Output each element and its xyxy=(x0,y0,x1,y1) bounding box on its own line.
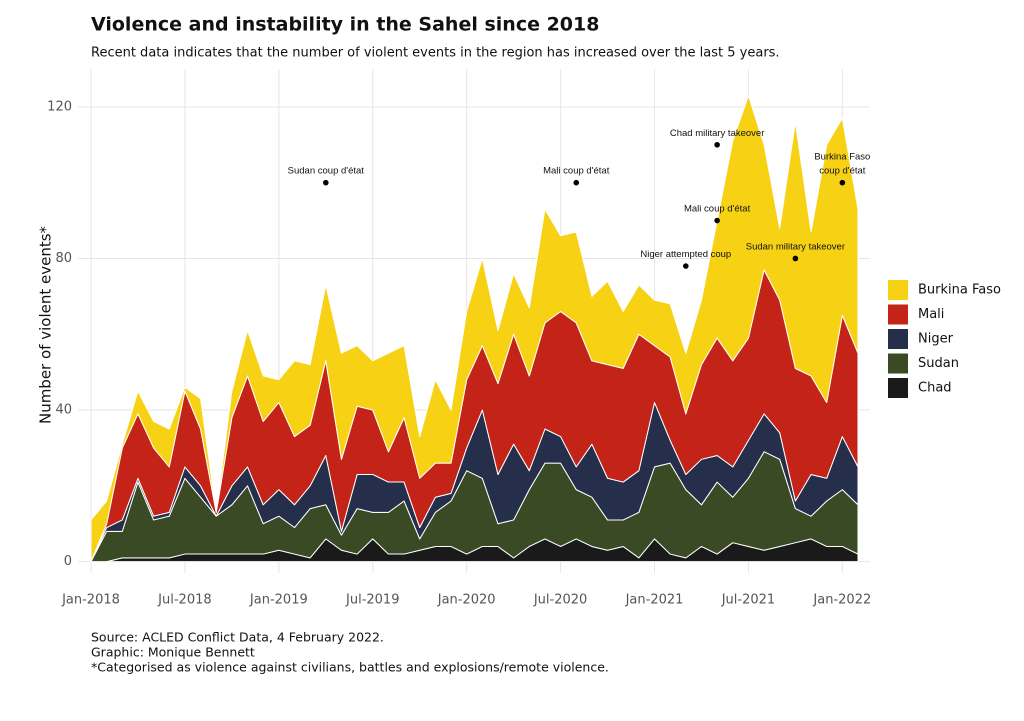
x-tick-label: Jan-2019 xyxy=(249,593,308,608)
y-tick-label: 80 xyxy=(55,251,72,266)
annotation-point xyxy=(839,179,846,186)
legend: Burkina Faso Mali Niger Sudan Chad xyxy=(888,280,1001,398)
x-tick-label: Jan-2018 xyxy=(61,593,120,608)
annotation-label: Mali coup d'état xyxy=(543,165,610,176)
y-tick-label: 0 xyxy=(64,554,72,569)
annotation-label: Chad military takeover xyxy=(670,127,765,138)
area xyxy=(90,95,859,563)
chart-subtitle: Recent data indicates that the number of… xyxy=(91,46,780,61)
x-tick-label: Jul-2020 xyxy=(533,593,587,608)
x-tick-label: Jan-2021 xyxy=(625,593,684,608)
legend-swatch xyxy=(888,280,908,300)
annotation-point xyxy=(714,141,720,148)
x-tick-label: Jul-2021 xyxy=(721,593,775,608)
annotation-label: Mali coup d'état xyxy=(684,203,751,214)
x-tick-label: Jan-2022 xyxy=(812,593,871,608)
notes: Source: ACLED Conflict Data, 4 February … xyxy=(91,630,609,675)
y-tick-label: 120 xyxy=(47,99,72,114)
annotation-label: Sudan coup d'état xyxy=(288,165,365,176)
annotation-point xyxy=(792,255,799,262)
x-tick-label: Jul-2019 xyxy=(345,593,399,608)
note: Source: ACLED Conflict Data, 4 February … xyxy=(91,630,384,645)
legend-label: Burkina Faso xyxy=(918,283,1001,298)
annotation-point xyxy=(573,179,580,186)
annotation-label: Niger attempted coup xyxy=(640,249,731,260)
y-tick-label: 40 xyxy=(55,403,72,418)
legend-label: Sudan xyxy=(918,356,959,371)
legend-swatch xyxy=(888,304,908,325)
legend-swatch xyxy=(888,329,908,349)
annotation-label: Sudan military takeover xyxy=(746,241,845,252)
note: *Categorised as violence against civilia… xyxy=(91,660,609,675)
annotation-point xyxy=(714,217,720,224)
legend-label: Mali xyxy=(918,307,944,322)
x-tick-label: Jul-2018 xyxy=(157,593,211,608)
y-axis-label: Number of violent events* xyxy=(37,225,55,424)
note: Graphic: Monique Bennett xyxy=(91,645,255,660)
legend-swatch xyxy=(888,378,908,398)
annotations: Sudan coup d'état Mali coup d'état Chad mi… xyxy=(288,127,870,269)
chart-title: Violence and instability in the Sahel si… xyxy=(91,14,599,36)
annotation-label: Burkina Faso coup d'état xyxy=(814,151,870,176)
annotation-point xyxy=(322,179,329,186)
areas xyxy=(90,95,859,563)
legend-label: Chad xyxy=(918,381,952,396)
x-tick-label: Jan-2020 xyxy=(437,593,496,608)
legend-swatch xyxy=(888,353,908,374)
annotation-point xyxy=(683,263,689,269)
legend-label: Niger xyxy=(918,332,954,347)
